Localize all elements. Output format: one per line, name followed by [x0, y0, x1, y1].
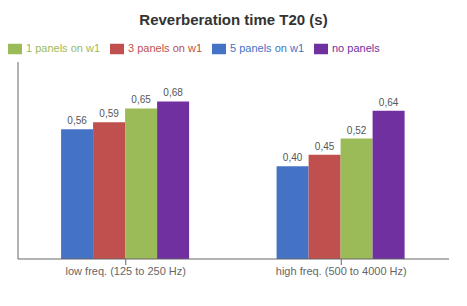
html-text:3 panels on w1: 3 panels on w1: [128, 42, 202, 54]
svg-text:high freq. (500 to 4000 Hz): high freq. (500 to 4000 Hz): [276, 265, 407, 277]
svg-text:0,56: 0,56: [67, 115, 87, 126]
svg-text:0,65: 0,65: [131, 94, 151, 105]
svg-text:0,59: 0,59: [99, 108, 119, 119]
svg-text:0,45: 0,45: [315, 141, 335, 152]
svg-text:0,64: 0,64: [379, 97, 399, 108]
svg-text:0,52: 0,52: [347, 125, 367, 136]
html-text:5 panels on w1: 5 panels on w1: [230, 42, 304, 54]
html-text:Reverberation time T20 (s): Reverberation time T20 (s): [139, 11, 328, 28]
svg-text:0,68: 0,68: [163, 87, 183, 98]
svg-text:0,40: 0,40: [283, 152, 303, 163]
svg-text:low freq. (125 to 250 Hz): low freq. (125 to 250 Hz): [66, 265, 186, 277]
html-text:1 panels on w1: 1 panels on w1: [26, 42, 100, 54]
html-text:no panels: no panels: [332, 42, 380, 54]
